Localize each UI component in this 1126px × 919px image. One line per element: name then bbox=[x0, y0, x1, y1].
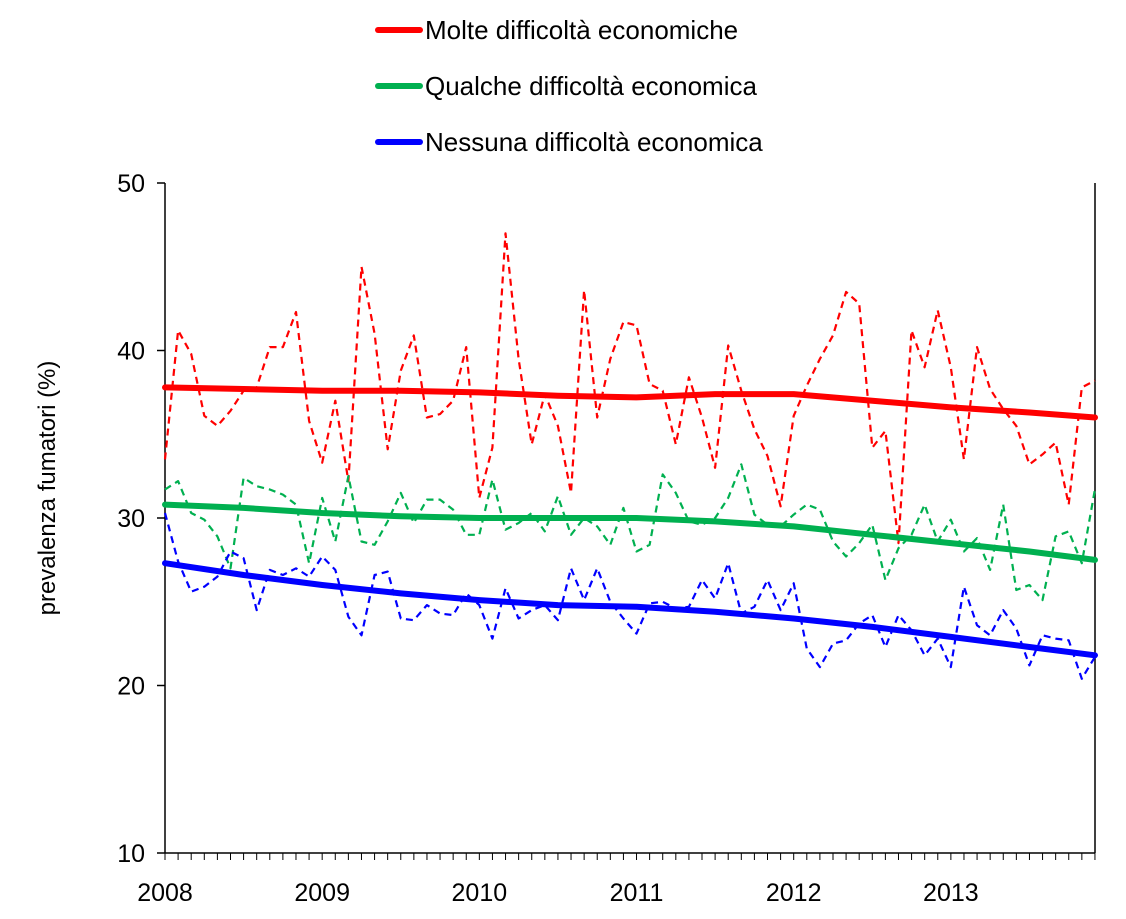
series-line-trend bbox=[162, 384, 1098, 421]
legend: Molte difficoltà economiche Qualche diffi… bbox=[375, 15, 763, 157]
x-tick-label: 2008 bbox=[137, 879, 193, 907]
series-layer bbox=[162, 232, 1098, 680]
x-tick-label: 2011 bbox=[610, 879, 664, 907]
legend-label: Qualche difficoltà economica bbox=[425, 71, 757, 101]
y-tick-label: 30 bbox=[117, 505, 145, 533]
y-tick-label: 10 bbox=[117, 840, 145, 868]
y-tick-label: 50 bbox=[117, 170, 145, 198]
y-tick-label: 20 bbox=[117, 673, 145, 701]
y-axis-title: prevalenza fumatori (%) bbox=[34, 361, 61, 616]
series-line-monthly bbox=[164, 463, 1096, 602]
series-line-trend bbox=[162, 501, 1098, 563]
axes: 10 20 30 40 50 2008 2009 2010 2011 2012 2013 bbox=[117, 170, 1096, 907]
x-tick-label: 2010 bbox=[452, 879, 508, 907]
series-line-trend bbox=[162, 560, 1098, 659]
x-tick-label: 2012 bbox=[766, 879, 822, 907]
series-line-monthly bbox=[163, 512, 1096, 680]
legend-label: Molte difficoltà economiche bbox=[425, 15, 738, 45]
x-tick-label: 2013 bbox=[923, 879, 979, 907]
y-tick-label: 40 bbox=[117, 338, 145, 366]
series-line-monthly bbox=[163, 232, 1096, 545]
x-tick-label: 2009 bbox=[294, 879, 350, 907]
legend-label: Nessuna difficoltà economica bbox=[425, 127, 763, 157]
